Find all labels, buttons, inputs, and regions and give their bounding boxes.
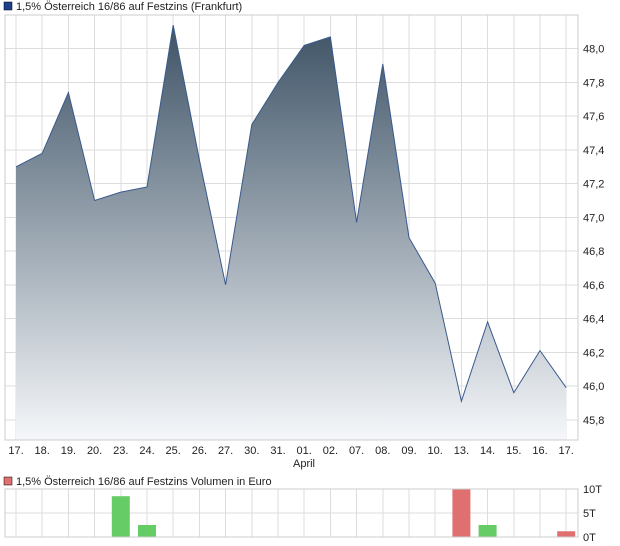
price-y-tick-label: 46,4 [583,314,604,326]
date-x-tick-label: 31. [270,445,285,457]
price-legend-swatch [3,1,13,11]
date-x-tick-label: 17. [8,445,23,457]
price-line [15,25,567,404]
date-x-tick-label: 13. [454,445,469,457]
volume-y-tick-label: 0T [583,532,596,544]
volume-bars [111,489,576,537]
date-x-tick-label: 23. [113,445,128,457]
date-x-tick-label: 09. [401,445,416,457]
price-y-tick-label: 47,4 [583,145,604,157]
price-legend-label: 1,5% Österreich 16/86 auf Festzins (Fran… [16,1,242,13]
month-label: April [293,458,315,470]
price-plot-frame [4,14,579,441]
date-x-tick-label: 10. [428,445,443,457]
price-y-tick-label: 48,0 [583,44,604,56]
date-x-tick-label: 20. [87,445,102,457]
date-x-tick-label: 26. [192,445,207,457]
price-y-tick-label: 47,2 [583,179,604,191]
price-y-tick-label: 47,6 [583,111,604,123]
date-x-tick-label: 19. [61,445,76,457]
date-x-tick-label: 14. [480,445,495,457]
volume-y-tick-label: 10T [583,484,602,496]
volume-legend-swatch [3,476,13,486]
volume-legend-label: 1,5% Österreich 16/86 auf Festzins Volum… [16,476,272,488]
date-x-tick-label: 24. [139,445,154,457]
price-y-tick-label: 46,0 [583,381,604,393]
watermark: KT [212,197,237,217]
price-y-tick-label: 46,6 [583,280,604,292]
volume-bar [111,496,130,537]
date-x-tick-label: 07. [349,445,364,457]
date-x-tick-label: 02. [323,445,338,457]
price-y-tick-label: 47,8 [583,77,604,89]
date-x-tick-label: 27. [218,445,233,457]
price-y-axis: 48,0 47,8 47,6 47,4 47,2 47,0 46,8 46,6 46,4 46,2… [583,44,604,427]
date-x-tick-label: 18. [35,445,50,457]
price-area-fill [16,25,567,440]
volume-plot-frame [4,488,579,538]
price-y-tick-label: 45,8 [583,415,604,427]
volume-y-tick-label: 5T [583,508,596,520]
volume-y-axis: 10T 5T 0T [583,484,602,544]
date-x-tick-label: 17. [559,445,574,457]
price-y-tick-label: 47,0 [583,212,604,224]
date-x-tick-label: 16. [532,445,547,457]
date-x-tick-label: 25. [166,445,181,457]
date-x-axis: 17. 18. 19. 20. 23. 24. 25. 26. 27. 30. 31. 01. 02. 0… [8,445,573,457]
date-x-tick-label: 01. [297,445,312,457]
date-x-tick-label: 08. [375,445,390,457]
date-x-tick-label: 30. [244,445,259,457]
volume-bar [138,525,156,537]
price-y-tick-label: 46,8 [583,246,604,258]
volume-bar [452,489,471,537]
price-y-tick-label: 46,2 [583,347,604,359]
date-x-tick-label: 15. [506,445,521,457]
volume-bar [557,531,576,537]
volume-bar [478,525,497,537]
